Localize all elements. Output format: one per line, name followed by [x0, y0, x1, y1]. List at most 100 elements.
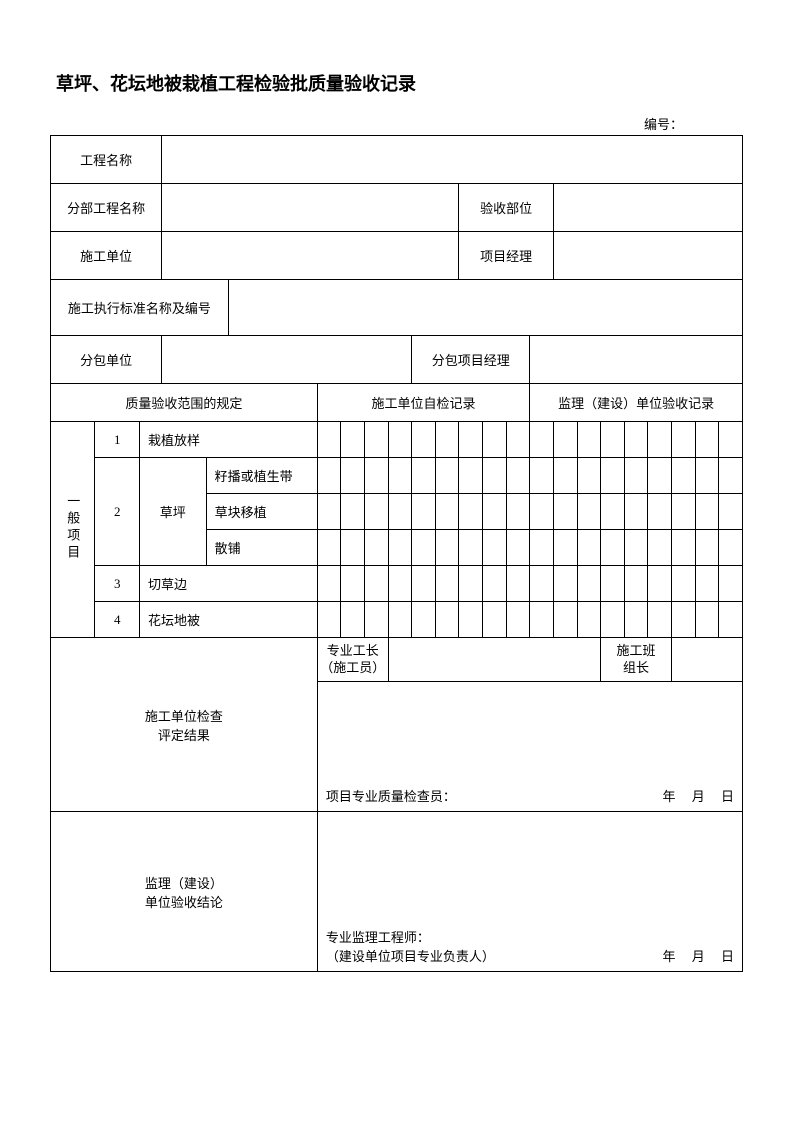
grid-cell[interactable]: [388, 530, 412, 566]
grid-cell[interactable]: [719, 458, 743, 494]
grid-cell[interactable]: [341, 458, 365, 494]
grid-cell[interactable]: [483, 566, 507, 602]
grid-cell[interactable]: [435, 602, 459, 638]
grid-cell[interactable]: [459, 566, 483, 602]
grid-cell[interactable]: [459, 458, 483, 494]
grid-cell[interactable]: [648, 422, 672, 458]
grid-cell[interactable]: [671, 530, 695, 566]
grid-cell[interactable]: [553, 422, 577, 458]
field-accept-part[interactable]: [553, 184, 742, 232]
grid-cell[interactable]: [577, 422, 601, 458]
field-pro-foreman[interactable]: [388, 638, 600, 682]
field-sub-pm[interactable]: [530, 336, 743, 384]
grid-cell[interactable]: [459, 602, 483, 638]
grid-cell[interactable]: [435, 422, 459, 458]
grid-cell[interactable]: [435, 530, 459, 566]
grid-cell[interactable]: [648, 458, 672, 494]
grid-cell[interactable]: [671, 494, 695, 530]
grid-cell[interactable]: [648, 494, 672, 530]
sig-inspector[interactable]: 项目专业质量检查员： 年 月 日: [317, 682, 742, 812]
grid-cell[interactable]: [388, 458, 412, 494]
grid-cell[interactable]: [412, 422, 436, 458]
field-team-leader[interactable]: [671, 638, 742, 682]
grid-cell[interactable]: [317, 494, 341, 530]
grid-cell[interactable]: [695, 530, 719, 566]
grid-cell[interactable]: [412, 602, 436, 638]
grid-cell[interactable]: [435, 458, 459, 494]
grid-cell[interactable]: [365, 530, 389, 566]
grid-cell[interactable]: [624, 602, 648, 638]
grid-cell[interactable]: [388, 602, 412, 638]
grid-cell[interactable]: [506, 602, 530, 638]
grid-cell[interactable]: [719, 602, 743, 638]
grid-cell[interactable]: [577, 458, 601, 494]
grid-cell[interactable]: [624, 494, 648, 530]
grid-cell[interactable]: [648, 566, 672, 602]
grid-cell[interactable]: [624, 422, 648, 458]
grid-cell[interactable]: [719, 422, 743, 458]
grid-cell[interactable]: [671, 458, 695, 494]
grid-cell[interactable]: [648, 530, 672, 566]
grid-cell[interactable]: [601, 530, 625, 566]
grid-cell[interactable]: [483, 494, 507, 530]
grid-cell[interactable]: [648, 602, 672, 638]
grid-cell[interactable]: [483, 602, 507, 638]
sig-engineer[interactable]: 专业监理工程师： （建设单位项目专业负责人） 年 月 日: [317, 812, 742, 972]
grid-cell[interactable]: [506, 530, 530, 566]
grid-cell[interactable]: [577, 494, 601, 530]
grid-cell[interactable]: [553, 530, 577, 566]
grid-cell[interactable]: [388, 422, 412, 458]
grid-cell[interactable]: [459, 422, 483, 458]
grid-cell[interactable]: [671, 566, 695, 602]
grid-cell[interactable]: [365, 458, 389, 494]
grid-cell[interactable]: [365, 602, 389, 638]
grid-cell[interactable]: [341, 494, 365, 530]
grid-cell[interactable]: [577, 602, 601, 638]
field-subcontractor[interactable]: [162, 336, 412, 384]
grid-cell[interactable]: [341, 422, 365, 458]
grid-cell[interactable]: [530, 566, 554, 602]
grid-cell[interactable]: [601, 458, 625, 494]
grid-cell[interactable]: [530, 458, 554, 494]
grid-cell[interactable]: [317, 602, 341, 638]
grid-cell[interactable]: [695, 602, 719, 638]
grid-cell[interactable]: [695, 566, 719, 602]
grid-cell[interactable]: [719, 530, 743, 566]
grid-cell[interactable]: [601, 422, 625, 458]
grid-cell[interactable]: [719, 566, 743, 602]
grid-cell[interactable]: [671, 422, 695, 458]
grid-cell[interactable]: [388, 494, 412, 530]
field-contractor[interactable]: [162, 232, 459, 280]
grid-cell[interactable]: [412, 494, 436, 530]
grid-cell[interactable]: [435, 494, 459, 530]
grid-cell[interactable]: [506, 458, 530, 494]
grid-cell[interactable]: [317, 458, 341, 494]
grid-cell[interactable]: [506, 566, 530, 602]
grid-cell[interactable]: [695, 458, 719, 494]
grid-cell[interactable]: [624, 566, 648, 602]
grid-cell[interactable]: [483, 530, 507, 566]
grid-cell[interactable]: [365, 494, 389, 530]
grid-cell[interactable]: [483, 458, 507, 494]
grid-cell[interactable]: [553, 602, 577, 638]
grid-cell[interactable]: [341, 530, 365, 566]
grid-cell[interactable]: [530, 494, 554, 530]
grid-cell[interactable]: [553, 458, 577, 494]
grid-cell[interactable]: [695, 422, 719, 458]
grid-cell[interactable]: [365, 566, 389, 602]
grid-cell[interactable]: [412, 458, 436, 494]
grid-cell[interactable]: [530, 602, 554, 638]
grid-cell[interactable]: [365, 422, 389, 458]
grid-cell[interactable]: [341, 602, 365, 638]
grid-cell[interactable]: [317, 530, 341, 566]
grid-cell[interactable]: [553, 494, 577, 530]
grid-cell[interactable]: [459, 494, 483, 530]
field-pm[interactable]: [553, 232, 742, 280]
grid-cell[interactable]: [388, 566, 412, 602]
grid-cell[interactable]: [412, 530, 436, 566]
grid-cell[interactable]: [317, 422, 341, 458]
field-sub-project[interactable]: [162, 184, 459, 232]
grid-cell[interactable]: [601, 566, 625, 602]
grid-cell[interactable]: [601, 494, 625, 530]
grid-cell[interactable]: [719, 494, 743, 530]
